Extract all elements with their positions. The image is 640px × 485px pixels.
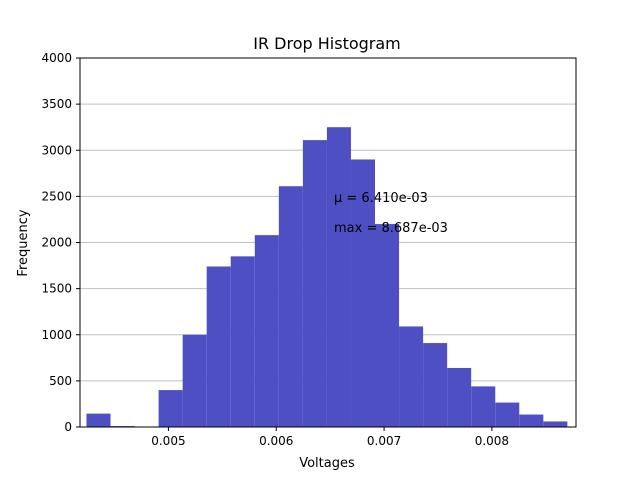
y-tick-label: 4000 [41, 51, 72, 65]
histogram-bar [326, 127, 351, 427]
y-tick-label: 3000 [41, 143, 72, 157]
y-tick-label: 500 [49, 374, 72, 388]
histogram-bar [447, 367, 472, 427]
x-tick-label: 0.005 [151, 434, 185, 448]
histogram-bar [230, 256, 255, 427]
y-axis-label: Frequency [16, 209, 31, 276]
histogram-bar [302, 140, 327, 428]
x-axis-label: Voltages [299, 456, 355, 471]
y-tick-label: 1000 [41, 328, 72, 342]
y-tick-label: 3500 [41, 97, 72, 111]
histogram-bar [471, 386, 496, 427]
histogram-bar [399, 326, 424, 427]
y-tick-label: 2000 [41, 236, 72, 250]
histogram-bar [182, 334, 207, 427]
y-axis-ticks: 0 500 1000 1500 2000 2500 3000 3500 4000 [41, 51, 80, 434]
x-tick-label: 0.006 [259, 434, 293, 448]
y-tick-label: 2500 [41, 189, 72, 203]
histogram-bar [350, 159, 376, 427]
max-annotation: max = 8.687e-03 [334, 221, 448, 236]
histogram-bar [86, 413, 111, 427]
histogram-bar [519, 414, 544, 427]
histogram-bar [254, 235, 279, 427]
histogram-bar [543, 421, 568, 427]
x-axis-ticks: 0.005 0.006 0.007 0.008 [151, 427, 509, 448]
y-tick-label: 0 [64, 420, 72, 434]
chart-title: IR Drop Histogram [253, 34, 401, 53]
histogram-bar [423, 343, 448, 427]
x-tick-label: 0.007 [367, 434, 401, 448]
y-tick-label: 1500 [41, 282, 72, 296]
mean-annotation: μ = 6.410e-03 [334, 191, 428, 206]
bars-layer [86, 127, 568, 428]
histogram-bar [158, 390, 183, 427]
histogram-bar [375, 224, 400, 427]
histogram-bar [206, 266, 231, 427]
x-tick-label: 0.008 [475, 434, 509, 448]
histogram-bar [278, 186, 303, 427]
histogram-bar [495, 402, 520, 427]
